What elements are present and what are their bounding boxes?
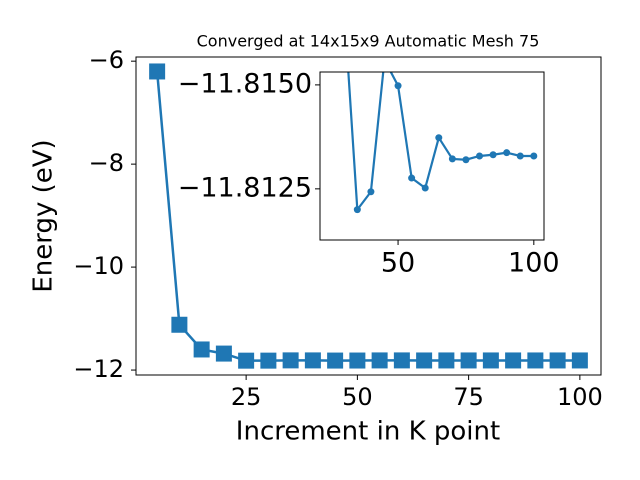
marker [238,352,255,369]
x-tick-label: 50 [342,383,373,411]
plot-content [340,0,538,214]
marker [171,316,188,333]
y-tick-label: −6 [89,46,124,74]
chart-title: Converged at 14x15x9 Automatic Mesh 75 [197,32,540,51]
axes-frame [135,56,602,376]
y-tick-label: −10 [73,252,124,280]
series-line [347,72,534,213]
y-tick-label: −11.8150 [178,68,312,99]
marker [421,184,429,192]
plot-content [149,63,588,369]
marker [549,352,566,369]
x-tick-label: 100 [508,248,560,279]
marker [503,149,511,157]
marker [489,151,497,159]
marker [193,341,210,358]
marker [460,352,477,369]
marker [367,188,375,196]
marker [571,352,588,369]
marker [527,352,544,369]
marker [349,352,366,369]
x-tick-label: 50 [381,248,415,279]
marker [394,82,402,90]
marker [516,152,524,160]
x-tick-label: 100 [557,383,603,411]
y-tick-label: −12 [73,355,124,383]
marker [435,134,443,142]
x-axis-label: Increment in K point [236,417,500,447]
marker [340,0,347,5]
marker [304,352,321,369]
x-tick-label: 25 [231,383,262,411]
marker [505,352,522,369]
marker [371,352,388,369]
y-tick-label: −8 [89,149,124,177]
marker [438,352,455,369]
marker [353,206,361,214]
x-tick-label: 75 [453,383,484,411]
marker [448,155,456,163]
marker [260,352,277,369]
marker [408,174,416,182]
marker [149,63,166,80]
axes-frame [319,71,545,241]
marker [416,352,433,369]
marker [282,352,299,369]
marker [327,352,344,369]
y-axis-label: Energy (eV) [29,139,59,292]
marker [476,152,484,160]
marker [530,152,538,160]
marker [462,156,470,164]
y-tick-label: −11.8125 [178,172,312,203]
marker [393,352,410,369]
marker [215,345,232,362]
marker [482,352,499,369]
